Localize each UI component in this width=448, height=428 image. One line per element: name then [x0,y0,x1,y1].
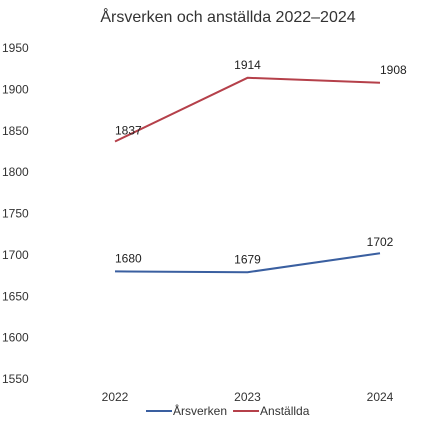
legend-label: Årsverken [173,403,227,418]
y-tick-label: 1800 [2,165,29,179]
series-lines [114,76,381,274]
x-axis: 2022 2023 2024 [102,390,394,404]
y-tick-label: 1700 [2,248,29,262]
legend: Årsverken Anställda [146,403,310,418]
data-label: 1908 [380,63,407,77]
y-tick-label: 1850 [2,124,29,138]
legend-label: Anställda [260,404,310,418]
y-tick-label: 1900 [2,82,29,96]
chart-title: Årsverken och anställda 2022–2024 [100,7,355,26]
y-tick-label: 1950 [2,41,29,55]
data-label: 1837 [115,124,142,138]
data-label: 1702 [367,235,394,249]
x-tick-label: 2022 [102,390,129,404]
y-tick-label: 1600 [2,331,29,345]
x-tick-label: 2024 [367,390,394,404]
y-axis: 1950 1900 1850 1800 1750 1700 1650 1600 1550 [2,41,29,386]
x-tick-label: 2023 [234,390,261,404]
data-labels: 1680 1679 1702 1837 1914 1908 [115,58,407,266]
y-tick-label: 1650 [2,289,29,303]
data-label: 1680 [115,251,142,265]
y-tick-label: 1750 [2,207,29,221]
series-line [114,252,381,274]
data-label: 1679 [234,252,261,266]
data-label: 1914 [234,58,261,72]
y-tick-label: 1550 [2,372,29,386]
series-line [114,76,381,143]
